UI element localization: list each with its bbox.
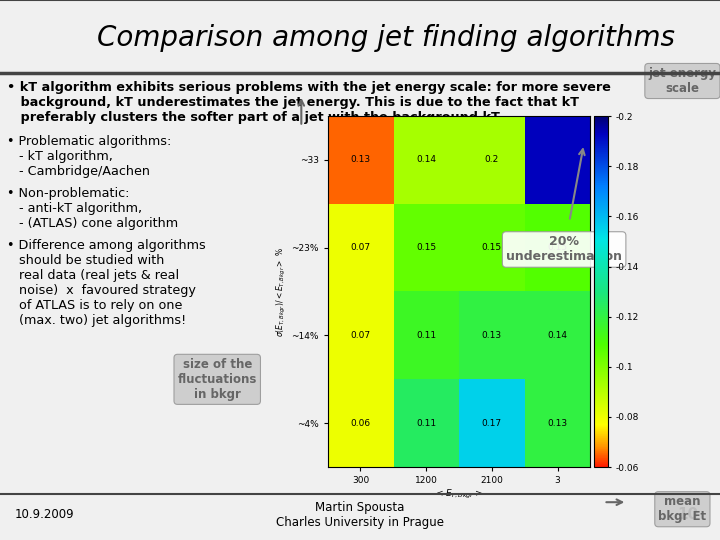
Text: 0.06: 0.06	[351, 418, 371, 428]
Text: 0.11: 0.11	[416, 418, 436, 428]
Text: 0.15: 0.15	[547, 243, 567, 252]
Text: 0.11: 0.11	[416, 331, 436, 340]
Text: 0.17: 0.17	[482, 418, 502, 428]
Text: • Problematic algorithms:
   - kT algorithm,
   - Cambridge/Aachen: • Problematic algorithms: - kT algorithm…	[7, 135, 171, 178]
Text: Martin Spousta
Charles University in Prague: Martin Spousta Charles University in Pra…	[276, 501, 444, 529]
Text: 0.15: 0.15	[482, 243, 502, 252]
Text: 10.9.2009: 10.9.2009	[14, 508, 74, 521]
Text: mean
bkgr Et: mean bkgr Et	[658, 495, 706, 523]
Text: 0.13: 0.13	[482, 331, 502, 340]
Text: 0.07: 0.07	[351, 331, 371, 340]
Text: jet energy
scale: jet energy scale	[649, 67, 716, 95]
Text: 10: 10	[678, 507, 698, 522]
Text: • Difference among algorithms
   should be studied with
   real data (real jets : • Difference among algorithms should be …	[7, 239, 206, 327]
Text: 0.07: 0.07	[351, 243, 371, 252]
Text: Comparison among jet finding algorithms: Comparison among jet finding algorithms	[97, 24, 675, 52]
Text: 0.14: 0.14	[416, 156, 436, 165]
X-axis label: $<E_{T,Bkgr}>$: $<E_{T,Bkgr}>$	[434, 488, 484, 501]
Text: 0.15: 0.15	[416, 243, 436, 252]
Text: • kT algorithm exhibits serious problems with the jet energy scale: for more sev: • kT algorithm exhibits serious problems…	[7, 81, 611, 124]
Text: 0.14: 0.14	[547, 331, 567, 340]
Y-axis label: $\sigma(E_{T,Bkgr})/<E_{T,Bkgr}>$ %: $\sigma(E_{T,Bkgr})/<E_{T,Bkgr}>$ %	[275, 247, 288, 336]
Text: 0.13: 0.13	[547, 418, 567, 428]
Text: 0.13: 0.13	[351, 156, 371, 165]
Text: 20%
underestimation: 20% underestimation	[506, 235, 622, 264]
Text: size of the
fluctuations
in bkgr: size of the fluctuations in bkgr	[178, 358, 257, 401]
Text: 0.2: 0.2	[485, 156, 499, 165]
Text: • Non-problematic:
   - anti-kT algorithm,
   - (ATLAS) cone algorithm: • Non-problematic: - anti-kT algorithm, …	[7, 187, 178, 230]
